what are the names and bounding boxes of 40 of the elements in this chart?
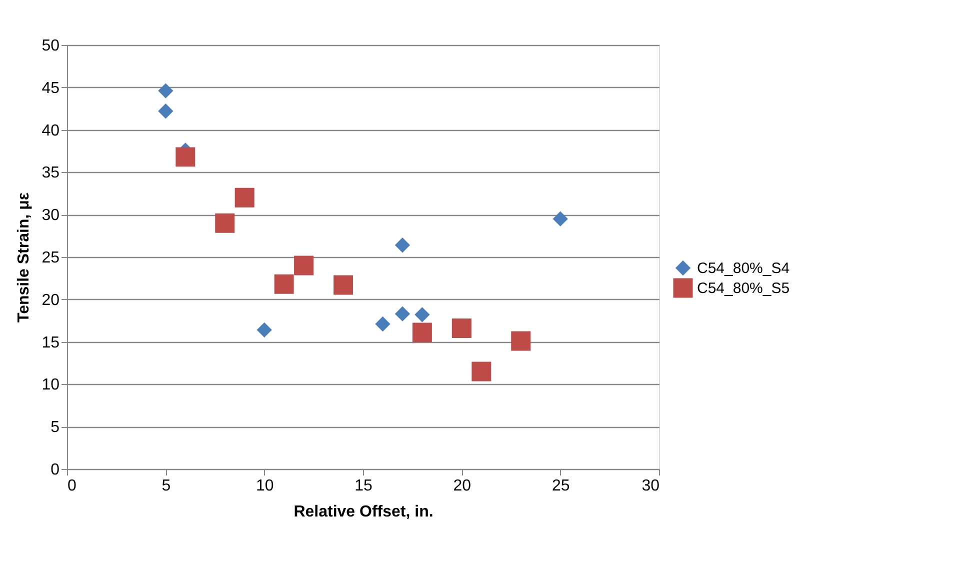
y-tick-label: 0 (50, 462, 60, 478)
y-tick-label: 15 (42, 334, 60, 352)
point (511, 331, 531, 351)
point (176, 147, 196, 167)
y-tick-label: 50 (42, 38, 60, 54)
point (158, 104, 174, 119)
point (414, 307, 430, 322)
point (334, 275, 354, 295)
x-axis-title: Relative Offset, in. (294, 504, 434, 520)
y-tick-label: 40 (42, 122, 60, 140)
x-tick-label: 15 (354, 478, 372, 494)
y-axis-title: Tensile Strain, με (16, 192, 33, 323)
point (452, 318, 472, 338)
point (256, 322, 272, 338)
point (375, 316, 390, 332)
y-tick-label: 5 (50, 419, 60, 436)
y-tick-label: 25 (42, 250, 60, 266)
legend-label: C54_80%_S4 (697, 260, 790, 277)
x-tick-label: 25 (552, 478, 570, 494)
x-tick-label: 20 (453, 478, 472, 494)
x-tick-label: 0 (68, 478, 76, 494)
x-tick-label: 5 (162, 478, 171, 494)
point (158, 83, 174, 98)
x-tick-label: 10 (256, 478, 274, 494)
y-tick-label: 30 (42, 207, 60, 224)
point (274, 274, 294, 294)
x-tick-label: 30 (642, 478, 660, 494)
y-tick-label: 45 (42, 80, 60, 97)
point (294, 256, 314, 276)
point (552, 211, 568, 226)
y-tick-label: 35 (42, 164, 60, 182)
point (234, 188, 254, 208)
point (394, 238, 410, 253)
point (472, 362, 492, 382)
point (412, 322, 432, 342)
legend-label: C54_80%_S5 (697, 280, 790, 297)
point (215, 213, 235, 233)
point (394, 306, 410, 322)
y-tick-label: 20 (42, 292, 60, 309)
y-tick-label: 10 (42, 376, 60, 394)
